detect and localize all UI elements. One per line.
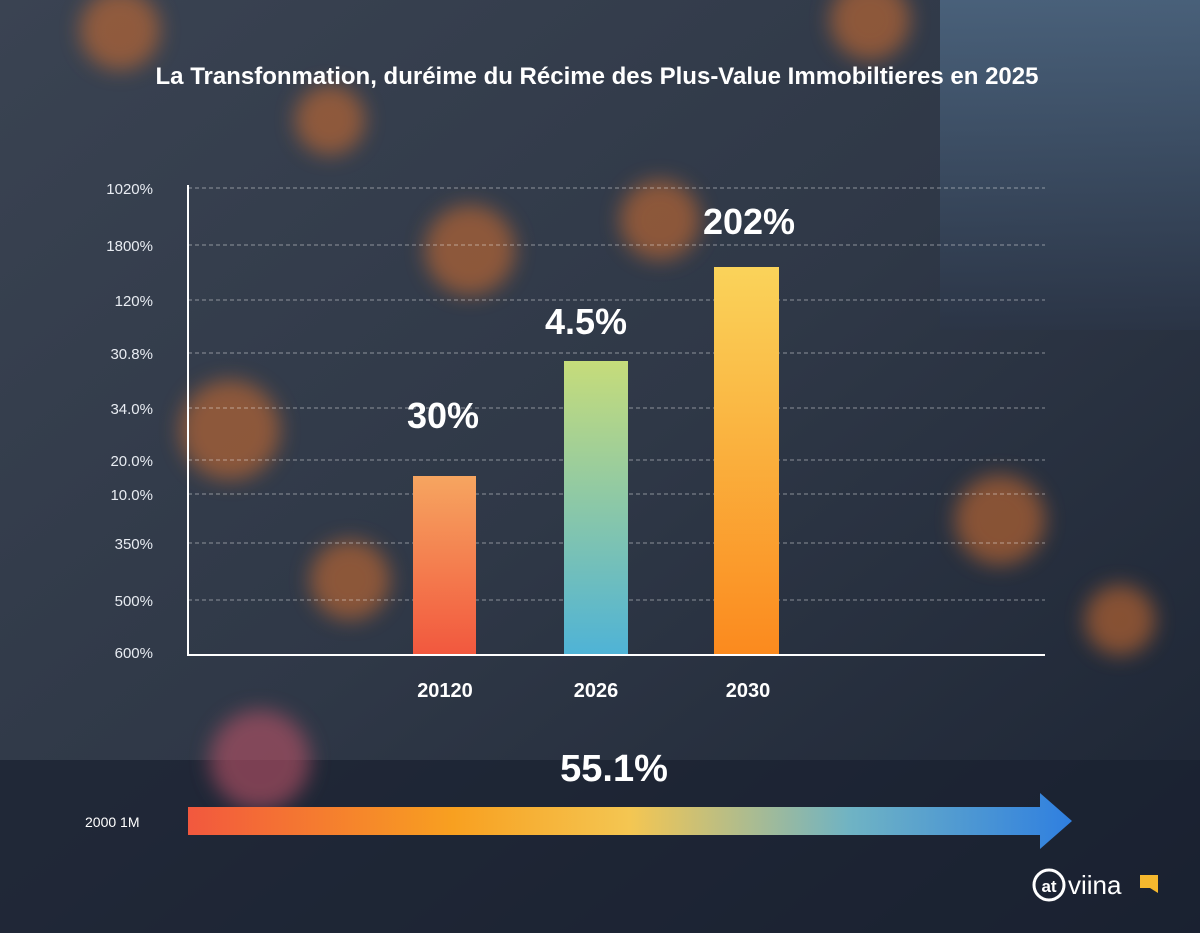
y-tick-label: 34.0% — [110, 401, 153, 418]
bar — [564, 361, 628, 654]
category-label: 2026 — [574, 680, 619, 702]
logo: at viina — [1032, 868, 1158, 902]
y-tick-label: 350% — [115, 536, 153, 553]
arrow-label: 55.1% — [560, 748, 668, 790]
bar — [413, 476, 476, 654]
bar-label: 30% — [407, 395, 479, 436]
bar-label: 4.5% — [545, 301, 627, 342]
y-tick-label: 1800% — [106, 238, 153, 255]
sky — [940, 0, 1200, 330]
bar-label: 202% — [703, 201, 795, 242]
logo-icon — [1032, 868, 1066, 902]
y-tick-label: 20.0% — [110, 453, 153, 470]
arrow-start-label: 2000 1M — [85, 814, 139, 830]
logo-mark — [1140, 875, 1158, 893]
title: La Transfonmation, duréime du Récime des… — [156, 63, 1039, 90]
category-label: 2030 — [726, 680, 771, 702]
category-label: 20120 — [417, 680, 473, 702]
y-tick-label: 600% — [115, 645, 153, 662]
street — [0, 760, 1200, 933]
y-tick-label: 30.8% — [110, 346, 153, 363]
bar — [714, 267, 779, 654]
logo-icon-text: at — [1041, 877, 1056, 896]
logo-text: viina — [1068, 870, 1122, 900]
y-tick-label: 10.0% — [110, 487, 153, 504]
y-tick-label: 120% — [115, 293, 153, 310]
y-axis-labels: 1020% 1800% 120% 30.8% 34.0% 20.0% 10.0%… — [106, 181, 153, 662]
flowers — [80, 0, 1155, 810]
y-tick-label: 1020% — [106, 181, 153, 198]
y-tick-label: 500% — [115, 593, 153, 610]
trend-arrow — [188, 793, 1072, 849]
